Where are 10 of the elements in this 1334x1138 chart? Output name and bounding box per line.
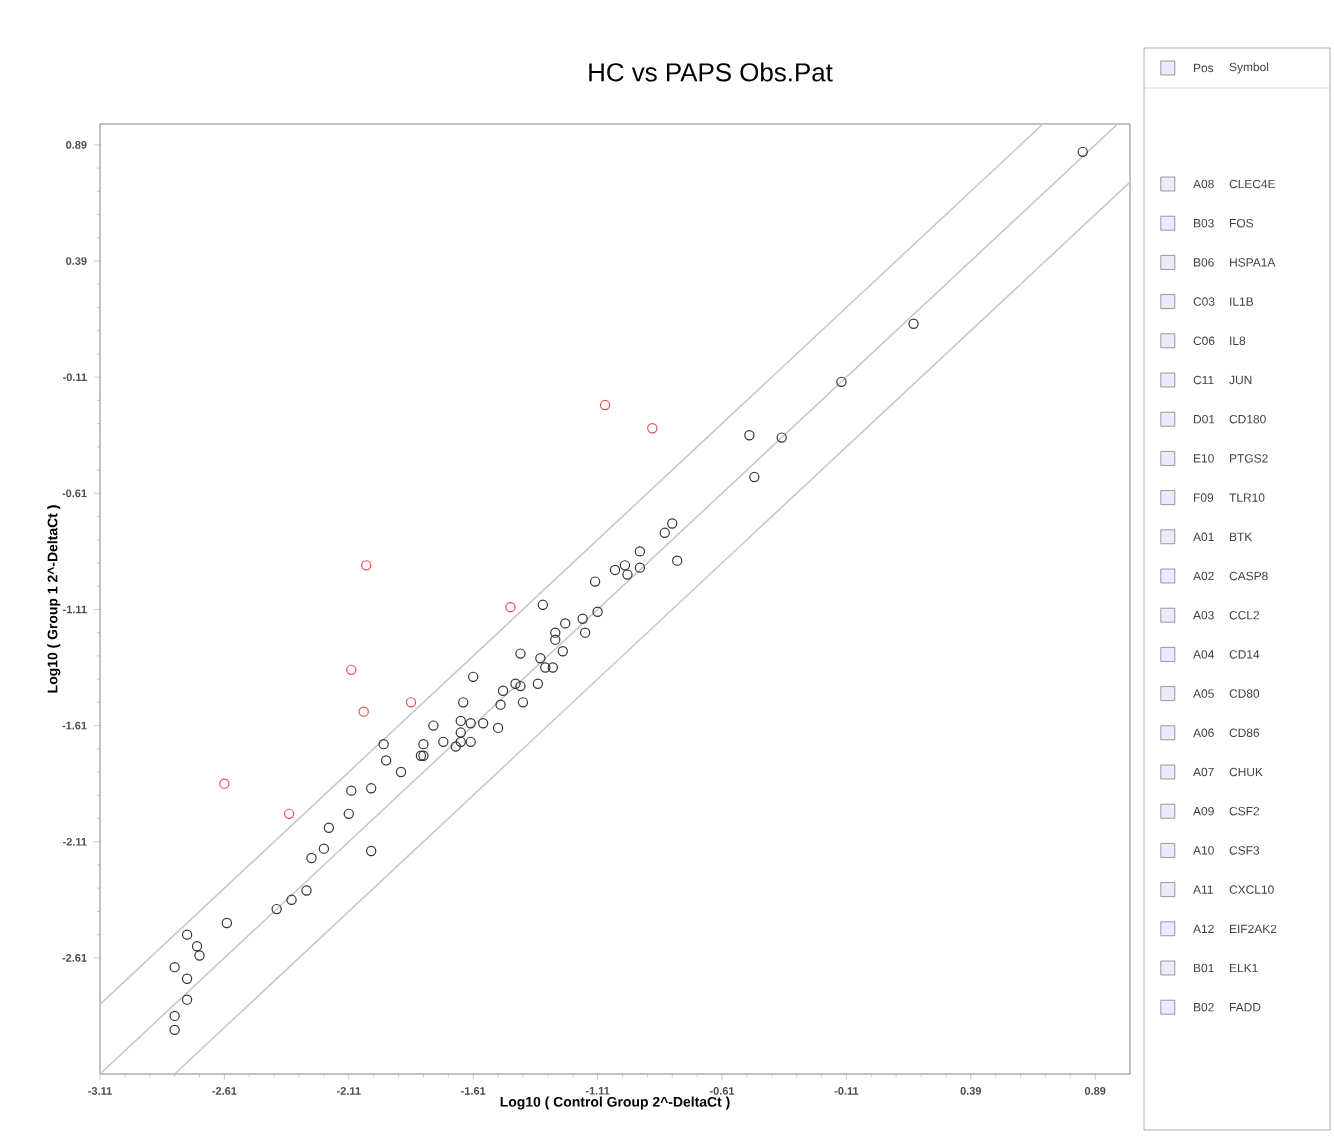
- point: [599, 399, 611, 411]
- point: [405, 697, 417, 708]
- point: [647, 423, 658, 434]
- point: [361, 560, 372, 571]
- point: [358, 706, 369, 717]
- chart-title: HC vs PAPS Obs.Pat: [589, 62, 833, 82]
- point: [283, 808, 295, 820]
- point: [346, 664, 357, 676]
- point: [505, 601, 516, 613]
- point: [219, 778, 230, 789]
